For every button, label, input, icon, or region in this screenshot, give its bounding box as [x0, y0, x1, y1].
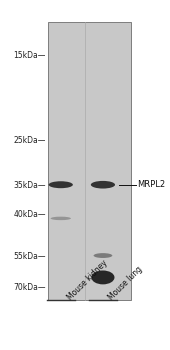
Text: 70kDa—: 70kDa— — [13, 284, 46, 292]
Text: 25kDa—: 25kDa— — [14, 136, 46, 145]
FancyBboxPatch shape — [48, 22, 131, 300]
Text: 15kDa—: 15kDa— — [14, 51, 46, 60]
Text: Mouse lung: Mouse lung — [107, 264, 144, 302]
Ellipse shape — [49, 181, 73, 188]
Text: Mouse kidney: Mouse kidney — [66, 258, 110, 302]
Text: 55kDa—: 55kDa— — [13, 252, 46, 261]
Text: 40kDa—: 40kDa— — [13, 210, 46, 219]
Text: MRPL2: MRPL2 — [137, 180, 165, 189]
Text: 35kDa—: 35kDa— — [13, 181, 46, 190]
Ellipse shape — [94, 253, 112, 258]
Ellipse shape — [91, 181, 115, 189]
Ellipse shape — [51, 217, 71, 220]
Ellipse shape — [91, 271, 115, 284]
